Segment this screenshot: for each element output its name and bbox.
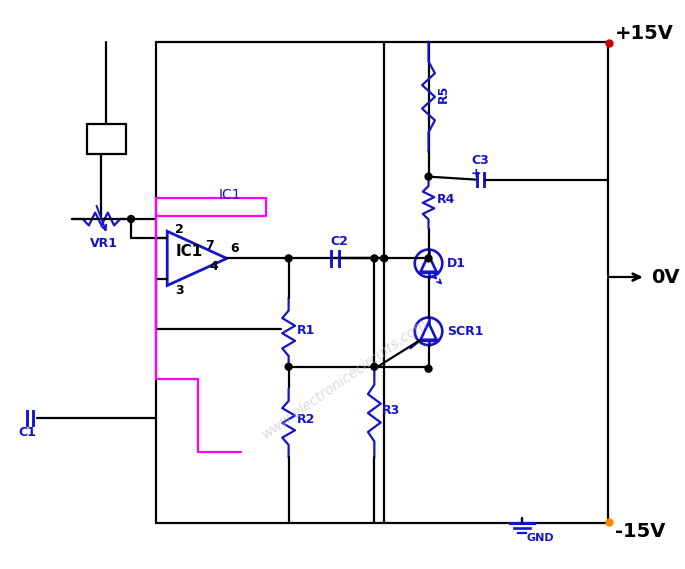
Text: www.electronicecircuits.com: www.electronicecircuits.com xyxy=(260,316,430,442)
Circle shape xyxy=(285,364,292,370)
Text: IC1: IC1 xyxy=(175,245,203,259)
Circle shape xyxy=(425,173,432,180)
Circle shape xyxy=(371,255,378,262)
Text: 4: 4 xyxy=(209,260,218,273)
Text: 2: 2 xyxy=(175,223,184,236)
Text: D1: D1 xyxy=(447,257,466,270)
Text: VR1: VR1 xyxy=(90,237,118,250)
Text: R2: R2 xyxy=(297,414,315,426)
Text: +15V: +15V xyxy=(614,24,673,43)
Text: 7: 7 xyxy=(205,238,214,251)
Text: C3: C3 xyxy=(472,154,490,167)
Circle shape xyxy=(371,364,378,370)
Text: +: + xyxy=(471,167,482,180)
Text: 6: 6 xyxy=(229,242,238,255)
Circle shape xyxy=(127,216,134,222)
Circle shape xyxy=(425,255,432,262)
Text: GND: GND xyxy=(526,533,553,543)
Text: C1: C1 xyxy=(18,426,36,439)
Text: R1: R1 xyxy=(297,324,315,337)
Text: 0V: 0V xyxy=(651,267,680,287)
Text: R5: R5 xyxy=(436,85,449,103)
Text: IC1: IC1 xyxy=(219,188,241,203)
Text: R4: R4 xyxy=(436,193,455,207)
Circle shape xyxy=(285,255,292,262)
Text: C2: C2 xyxy=(330,234,348,248)
Text: -15V: -15V xyxy=(614,522,665,541)
Circle shape xyxy=(381,255,388,262)
Text: SCR1: SCR1 xyxy=(447,325,484,338)
Circle shape xyxy=(425,365,432,372)
Text: R3: R3 xyxy=(382,403,401,417)
Text: 3: 3 xyxy=(175,283,184,296)
